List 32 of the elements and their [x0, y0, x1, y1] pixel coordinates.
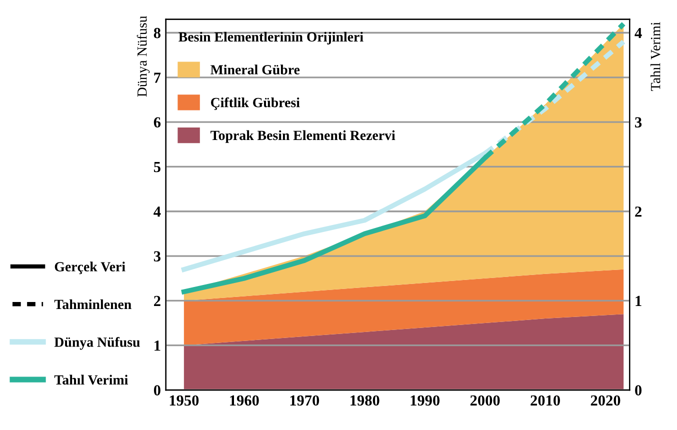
text: Gerçek Veri — [54, 262, 126, 274]
y-tick-label: 8 — [154, 28, 160, 38]
legend-label: Toprak Besin Elementi Rezervi — [210, 130, 396, 143]
x-tick-label: 2020 — [590, 395, 620, 406]
y2-tick-label: 4 — [634, 28, 642, 38]
x-tick-label: 1980 — [350, 395, 380, 406]
y2-tick-label: 0 — [635, 385, 642, 396]
y-tick-label: 4 — [154, 206, 161, 217]
legend-label: Mineral Gübre — [210, 64, 300, 74]
y-tick-label: 3 — [154, 251, 160, 262]
y-tick-label: 5 — [154, 162, 160, 172]
y2-tick-label: 1 — [636, 296, 642, 306]
y-axis-title: Dünya Nüfusu — [136, 16, 150, 97]
y2-tick-label: 3 — [635, 117, 642, 128]
y-tick-label: 0 — [154, 385, 160, 396]
y-tick-label: 7 — [154, 72, 161, 83]
legend-label: Dünya Nüfusu — [54, 336, 140, 350]
legend-title: Besin Elementlerinin Orijinleri — [178, 32, 364, 44]
y-tick-label: 2 — [154, 296, 160, 306]
text: Tahminlenen — [54, 299, 132, 310]
legend-label: Çiftlik Gübresi — [210, 97, 300, 110]
y-tick-label: 6 — [154, 117, 161, 128]
y2-tick-label: 2 — [635, 206, 642, 217]
y-tick-label: 1 — [154, 340, 160, 351]
x-tick-label: 2000 — [470, 395, 500, 406]
y2-axis-title: Tahıl Verimi — [650, 22, 660, 91]
x-tick-label: 1960 — [230, 395, 259, 406]
legend-label: Tahıl Verimi — [54, 374, 128, 385]
x-tick-label: 1990 — [410, 395, 440, 406]
x-tick-label: 1970 — [290, 395, 320, 406]
x-tick-label: 2010 — [530, 395, 560, 406]
x-tick-label: 1950 — [170, 395, 199, 406]
